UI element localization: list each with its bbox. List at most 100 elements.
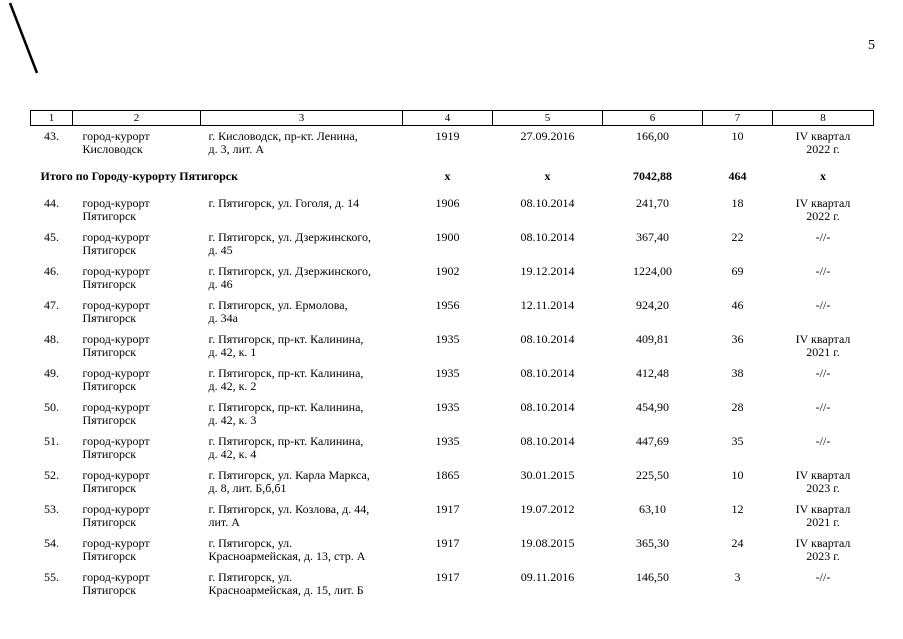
cell-quarter: -//- bbox=[773, 363, 874, 397]
cell-area: 447,69 bbox=[603, 431, 703, 465]
cell-date: 30.01.2015 bbox=[493, 465, 603, 499]
cell-address-line: Красноармейская, д. 13, стр. А bbox=[208, 549, 366, 563]
cell-count-line: 464 bbox=[728, 169, 747, 183]
cell-city: город-курорт Пятигорск bbox=[73, 193, 201, 227]
cell-number: 53. bbox=[31, 499, 73, 533]
cell-address-line: г. Пятигорск, пр-кт. Калинина, bbox=[208, 400, 364, 414]
cell-date: х bbox=[493, 160, 603, 193]
cell-area-line: 225,50 bbox=[636, 468, 669, 482]
cell-quarter-line: -//- bbox=[815, 264, 831, 278]
cell-count-line: 28 bbox=[731, 400, 744, 414]
header-cell: 7 bbox=[702, 110, 773, 126]
cell-date: 08.10.2014 bbox=[493, 193, 603, 227]
cell-date: 08.10.2014 bbox=[493, 363, 603, 397]
cell-quarter-line: 2022 г. bbox=[806, 209, 840, 223]
cell-date: 19.07.2012 bbox=[493, 499, 603, 533]
cell-city-line: город-курорт bbox=[82, 400, 150, 414]
cell-date-line: 08.10.2014 bbox=[520, 230, 575, 244]
cell-quarter: -//- bbox=[773, 295, 874, 329]
cell-city-line: Пятигорск bbox=[82, 549, 137, 563]
cell-number-line: 49. bbox=[44, 366, 59, 380]
header-cell: 4 bbox=[402, 110, 493, 126]
header-cell: 6 bbox=[602, 110, 703, 126]
cell-quarter-line: IV квартал bbox=[795, 502, 851, 516]
cell-city-line: город-курорт bbox=[82, 332, 150, 346]
cell-count-line: 10 bbox=[731, 129, 744, 143]
cell-count-line: 22 bbox=[731, 230, 744, 244]
cell-area-line: 924,20 bbox=[636, 298, 669, 312]
cell-number-line: 54. bbox=[44, 536, 59, 550]
cell-address-line: г. Пятигорск, пр-кт. Калинина, bbox=[208, 434, 364, 448]
cell-count: 24 bbox=[703, 533, 773, 567]
cell-year-line: 1917 bbox=[435, 570, 460, 584]
cell-count: 3 bbox=[703, 567, 773, 601]
cell-city-line: город-курорт bbox=[82, 366, 150, 380]
cell-city-line: город-курорт bbox=[82, 468, 150, 482]
cell-year: 1935 bbox=[403, 431, 493, 465]
cell-count: 12 bbox=[703, 499, 773, 533]
cell-quarter: -//- bbox=[773, 227, 874, 261]
cell-city-line: город-курорт bbox=[82, 502, 150, 516]
cell-city-line: город-курорт bbox=[82, 129, 150, 143]
cell-city: город-курорт Пятигорск bbox=[73, 533, 201, 567]
cell-area-line: 1224,00 bbox=[633, 264, 672, 278]
cell-address: г. Кисловодск, пр-кт. Ленина, д. 3, лит. … bbox=[201, 126, 403, 161]
cell-year-line: 1956 bbox=[435, 298, 460, 312]
cell-count: 464 bbox=[703, 160, 773, 193]
cell-address-line: д. 3, лит. А bbox=[208, 142, 265, 156]
cell-count: 69 bbox=[703, 261, 773, 295]
cell-quarter-line: -//- bbox=[815, 570, 831, 584]
cell-city-line: город-курорт bbox=[82, 264, 150, 278]
table-row: 50. город-курорт Пятигорск г. Пятигорск, пр… bbox=[31, 397, 874, 431]
cell-count-line: 38 bbox=[731, 366, 744, 380]
cell-quarter: -//- bbox=[773, 261, 874, 295]
cell-city: город-курорт Пятигорск bbox=[73, 227, 201, 261]
cell-count-line: 24 bbox=[731, 536, 744, 550]
cell-quarter: IV квартал 2023 г. bbox=[773, 465, 874, 499]
cell-address-line: г. Пятигорск, ул. Ермолова, bbox=[208, 298, 348, 312]
cell-quarter: -//- bbox=[773, 397, 874, 431]
cell-date-line: 08.10.2014 bbox=[520, 366, 575, 380]
cell-address: г. Пятигорск, ул. Красноармейская, д. 15,… bbox=[201, 567, 403, 601]
cell-area: 7042,88 bbox=[603, 160, 703, 193]
table-row: 45. город-курорт Пятигорск г. Пятигорск, ул… bbox=[31, 227, 874, 261]
cell-count: 46 bbox=[703, 295, 773, 329]
cell-number: 52. bbox=[31, 465, 73, 499]
cell-count: 36 bbox=[703, 329, 773, 363]
cell-address-line: д. 45 bbox=[208, 243, 233, 257]
cell-date: 19.08.2015 bbox=[493, 533, 603, 567]
cell-city: город-курорт Пятигорск bbox=[73, 329, 201, 363]
cell-address-line: д. 42, к. 2 bbox=[208, 379, 257, 393]
cell-city-line: город-курорт bbox=[82, 196, 150, 210]
cell-date-line: х bbox=[544, 169, 551, 183]
cell-count-line: 18 bbox=[731, 196, 744, 210]
cell-address-line: лит. А bbox=[208, 515, 240, 529]
cell-number: 43. bbox=[31, 126, 73, 161]
cell-city: город-курорт Пятигорск bbox=[73, 261, 201, 295]
table-body: 43. город-курорт Кисловодск г. Кисловодск, … bbox=[31, 126, 874, 602]
cell-number: 54. bbox=[31, 533, 73, 567]
header-cell: 1 bbox=[30, 110, 73, 126]
cell-address: г. Пятигорск, ул. Дзержинского, д. 46 bbox=[201, 261, 403, 295]
cell-address-line: г. Пятигорск, ул. Дзержинского, bbox=[208, 264, 372, 278]
summary-label-line: Итого по Городу-курорту Пятигорск bbox=[40, 169, 238, 183]
cell-area: 454,90 bbox=[603, 397, 703, 431]
cell-city-line: Пятигорск bbox=[82, 583, 137, 597]
cell-quarter: -//- bbox=[773, 567, 874, 601]
header-cell: 8 bbox=[772, 110, 874, 126]
cell-year-line: 1935 bbox=[435, 366, 460, 380]
cell-quarter-line: 2021 г. bbox=[806, 345, 840, 359]
cell-quarter-line: -//- bbox=[815, 230, 831, 244]
cell-address: г. Пятигорск, пр-кт. Калинина, д. 42, к. … bbox=[201, 431, 403, 465]
cell-date-line: 08.10.2014 bbox=[520, 400, 575, 414]
cell-year-line: 1865 bbox=[435, 468, 460, 482]
cell-number: 47. bbox=[31, 295, 73, 329]
cell-city: город-курорт Пятигорск bbox=[73, 465, 201, 499]
cell-quarter-line: -//- bbox=[815, 434, 831, 448]
cell-address: г. Пятигорск, пр-кт. Калинина, д. 42, к. … bbox=[201, 329, 403, 363]
cell-city-line: город-курорт bbox=[82, 536, 150, 550]
cell-city-line: Пятигорск bbox=[82, 277, 137, 291]
cell-date-line: 27.09.2016 bbox=[520, 129, 575, 143]
cell-count-line: 35 bbox=[731, 434, 744, 448]
cell-count-line: 46 bbox=[731, 298, 744, 312]
